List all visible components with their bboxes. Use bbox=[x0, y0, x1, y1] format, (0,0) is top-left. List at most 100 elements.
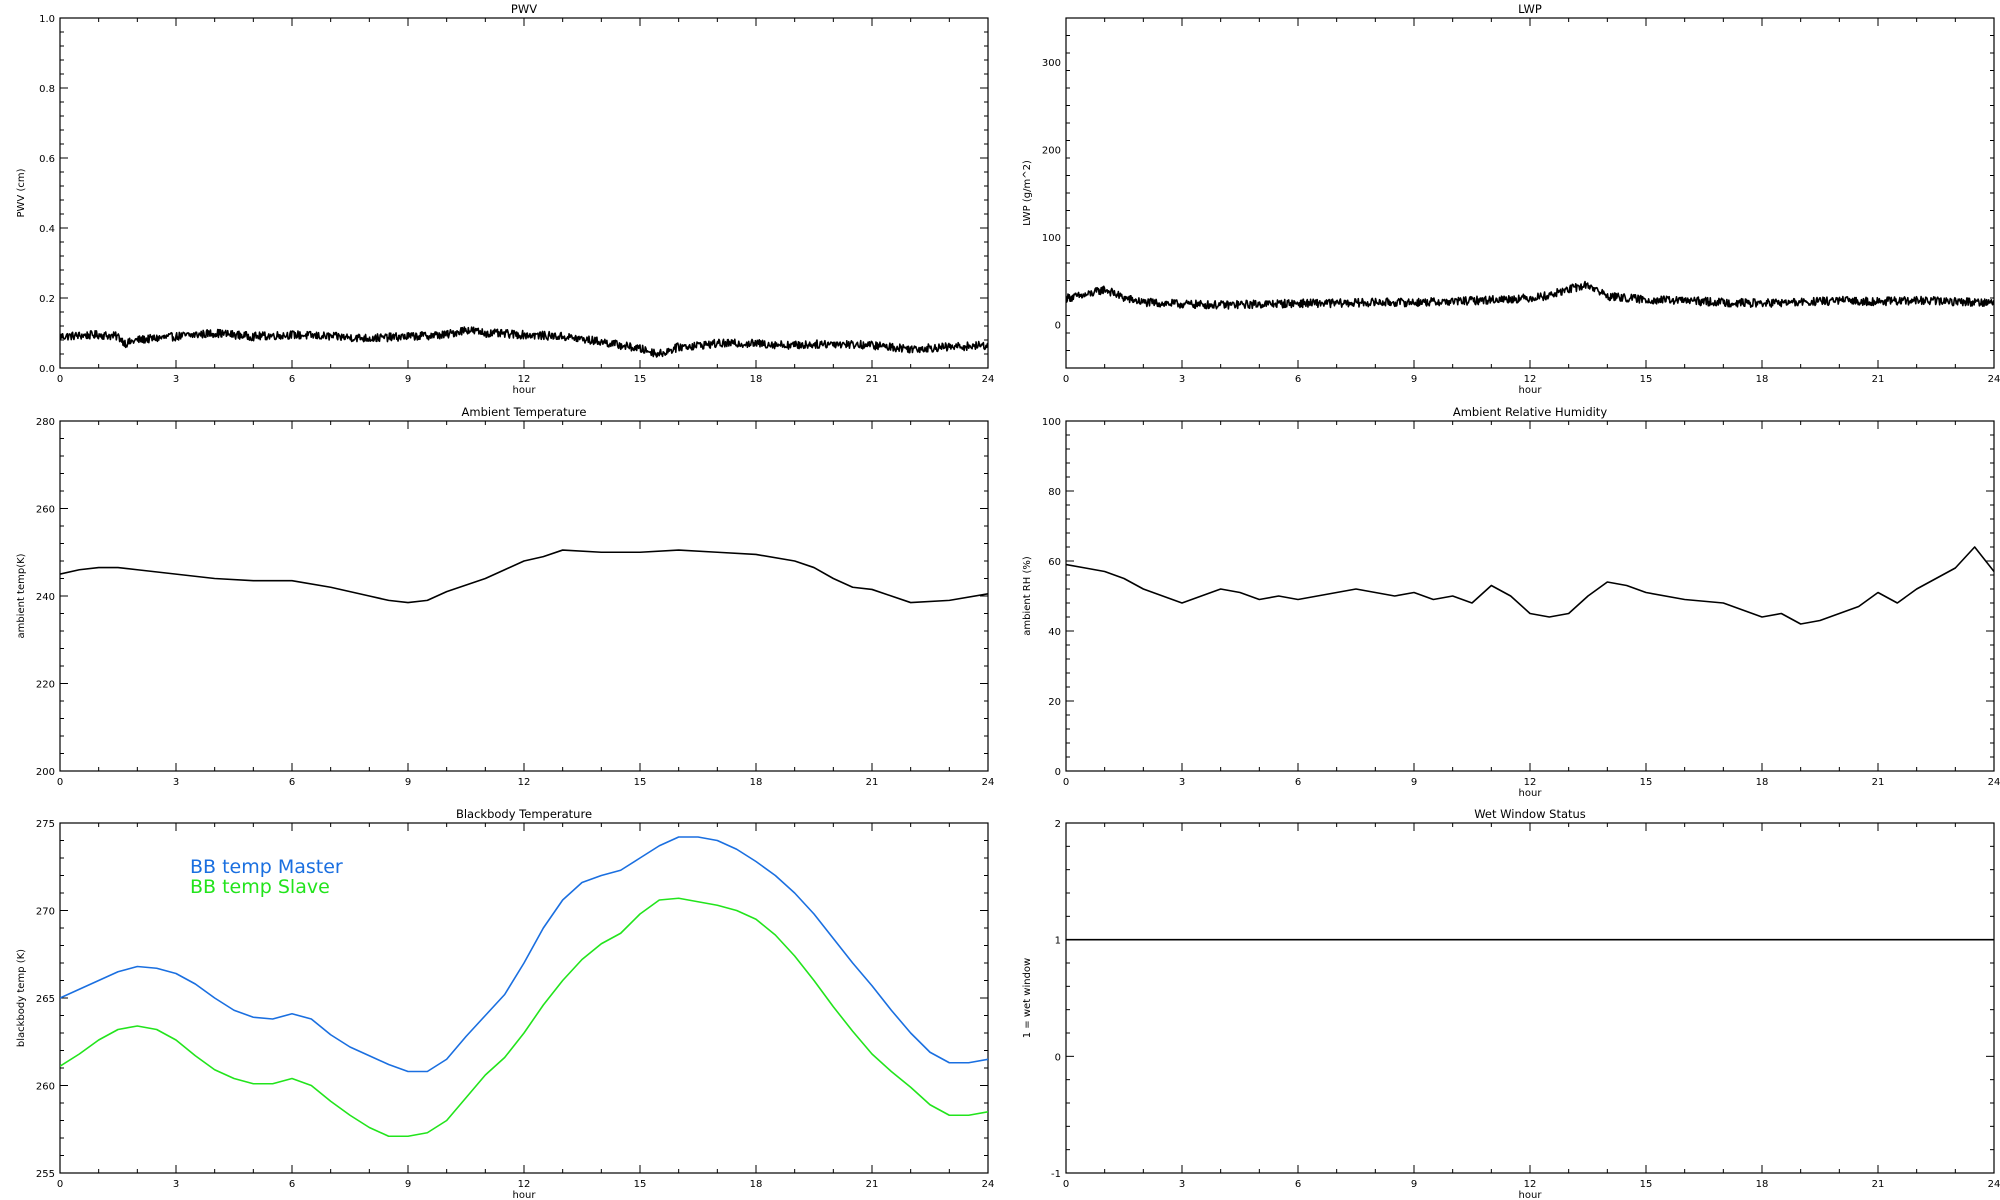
y-tick-label: 20 bbox=[1048, 697, 1061, 708]
x-tick-label: 21 bbox=[1872, 1179, 1885, 1190]
x-tick-label: 0 bbox=[1063, 777, 1069, 788]
x-tick-label: 6 bbox=[289, 777, 295, 788]
x-tick-label: 3 bbox=[173, 777, 179, 788]
x-tick-label: 24 bbox=[982, 777, 995, 788]
y-tick-label: 0.4 bbox=[39, 224, 55, 235]
y-tick-label: 1.0 bbox=[39, 14, 55, 25]
x-tick-label: 9 bbox=[1411, 777, 1417, 788]
y-tick-label: 0 bbox=[1055, 767, 1061, 778]
plot-frame bbox=[59, 17, 989, 369]
x-tick-label: 3 bbox=[1179, 374, 1185, 385]
x-tick-label: 3 bbox=[173, 1179, 179, 1190]
series-line-0 bbox=[60, 836, 988, 1073]
x-axis-label: hour bbox=[513, 385, 537, 396]
y-tick-label: 200 bbox=[1042, 145, 1061, 156]
y-axis-label: LWP (g/m^2) bbox=[1022, 160, 1033, 226]
x-tick-label: 18 bbox=[750, 1179, 763, 1190]
series-line-0 bbox=[1066, 546, 1994, 625]
x-tick-label: 12 bbox=[518, 777, 531, 788]
x-tick-label: 15 bbox=[634, 1179, 647, 1190]
x-tick-label: 3 bbox=[173, 374, 179, 385]
y-tick-label: 0.8 bbox=[39, 84, 55, 95]
x-tick-label: 3 bbox=[1179, 777, 1185, 788]
x-tick-label: 0 bbox=[57, 1179, 63, 1190]
x-tick-label: 6 bbox=[289, 1179, 295, 1190]
y-axis-label: blackbody temp (K) bbox=[16, 949, 27, 1047]
y-tick-label: 265 bbox=[36, 994, 55, 1005]
x-tick-label: 21 bbox=[866, 777, 879, 788]
y-axis-label: ambient RH (%) bbox=[1022, 556, 1033, 636]
panel-0: 0 3 6 9 12 15 18 21 24 0.0 0.2 0.4 0.6 0.8 1.0 PWV hour P… bbox=[16, 2, 994, 396]
y-tick-label: 0.2 bbox=[39, 294, 55, 305]
x-tick-label: 12 bbox=[1524, 374, 1537, 385]
y-tick-label: 1 bbox=[1055, 936, 1061, 947]
y-tick-label: 300 bbox=[1042, 58, 1061, 69]
y-tick-label: 220 bbox=[36, 680, 55, 691]
panel-4: 0 3 6 9 12 15 18 21 24 255 260 265 270 275 Blackbody T… bbox=[16, 807, 994, 1200]
x-tick-label: 15 bbox=[1640, 374, 1653, 385]
x-tick-label: 18 bbox=[1756, 1179, 1769, 1190]
x-tick-label: 6 bbox=[1295, 374, 1301, 385]
y-tick-label: 100 bbox=[1042, 417, 1061, 428]
chart-title: Wet Window Status bbox=[1474, 807, 1586, 821]
y-tick-label: 240 bbox=[36, 592, 55, 603]
x-tick-label: 0 bbox=[1063, 374, 1069, 385]
y-tick-label: 100 bbox=[1042, 233, 1061, 244]
panel-1: 0 3 6 9 12 15 18 21 24 0 100 200 300 LWP hour LWP (g/m^… bbox=[1022, 2, 2000, 396]
panel-2: 0 3 6 9 12 15 18 21 24 200 220 240 260 280 Ambient Tem… bbox=[16, 405, 994, 788]
y-axis-label: ambient temp(K) bbox=[16, 553, 27, 638]
y-tick-label: 280 bbox=[36, 417, 55, 428]
y-tick-label: 0.0 bbox=[39, 364, 55, 375]
x-axis-label: hour bbox=[1519, 385, 1543, 396]
x-tick-label: 21 bbox=[1872, 777, 1885, 788]
x-tick-label: 12 bbox=[518, 374, 531, 385]
x-tick-label: 18 bbox=[750, 374, 763, 385]
x-tick-label: 3 bbox=[1179, 1179, 1185, 1190]
x-tick-label: 6 bbox=[1295, 1179, 1301, 1190]
x-tick-label: 12 bbox=[1524, 777, 1537, 788]
x-tick-label: 15 bbox=[634, 777, 647, 788]
x-tick-label: 24 bbox=[982, 1179, 995, 1190]
y-tick-label: 0 bbox=[1055, 320, 1061, 331]
chart-title: Blackbody Temperature bbox=[456, 807, 592, 821]
x-axis-label: hour bbox=[513, 1190, 537, 1200]
x-tick-label: 9 bbox=[405, 374, 411, 385]
y-tick-label: 270 bbox=[36, 907, 55, 918]
series-line-0 bbox=[60, 549, 988, 604]
plot-frame bbox=[1065, 420, 1995, 772]
x-tick-label: 0 bbox=[57, 374, 63, 385]
x-tick-label: 15 bbox=[1640, 1179, 1653, 1190]
x-tick-label: 18 bbox=[1756, 777, 1769, 788]
plot-frame bbox=[1065, 17, 1995, 369]
chart-title: Ambient Relative Humidity bbox=[1453, 405, 1607, 419]
y-axis-label: PWV (cm) bbox=[16, 168, 27, 217]
y-tick-label: 0.6 bbox=[39, 154, 55, 165]
y-tick-label: 80 bbox=[1048, 487, 1061, 498]
x-tick-label: 18 bbox=[750, 777, 763, 788]
plot-frame bbox=[1065, 822, 1995, 1174]
x-tick-label: 6 bbox=[289, 374, 295, 385]
panel-3: 0 3 6 9 12 15 18 21 24 0 20 40 60 80 100 Ambient Relati… bbox=[1022, 405, 2000, 799]
x-tick-label: 18 bbox=[1756, 374, 1769, 385]
x-tick-label: 24 bbox=[1988, 777, 2000, 788]
x-tick-label: 6 bbox=[1295, 777, 1301, 788]
x-tick-label: 15 bbox=[1640, 777, 1653, 788]
y-tick-label: 60 bbox=[1048, 557, 1061, 568]
x-tick-label: 9 bbox=[1411, 1179, 1417, 1190]
series-line-1 bbox=[60, 897, 988, 1138]
series-line-0 bbox=[60, 326, 988, 358]
legend-entry: BB temp Slave bbox=[190, 876, 330, 898]
y-tick-label: 200 bbox=[36, 767, 55, 778]
x-tick-label: 24 bbox=[1988, 1179, 2000, 1190]
x-tick-label: 0 bbox=[1063, 1179, 1069, 1190]
x-tick-label: 15 bbox=[634, 374, 647, 385]
y-tick-label: 260 bbox=[36, 1082, 55, 1093]
chart-title: PWV bbox=[511, 2, 537, 16]
y-tick-label: 2 bbox=[1055, 819, 1061, 830]
x-tick-label: 0 bbox=[57, 777, 63, 788]
series-line-0 bbox=[1066, 280, 1994, 310]
x-tick-label: 9 bbox=[1411, 374, 1417, 385]
y-tick-label: -1 bbox=[1051, 1169, 1061, 1180]
